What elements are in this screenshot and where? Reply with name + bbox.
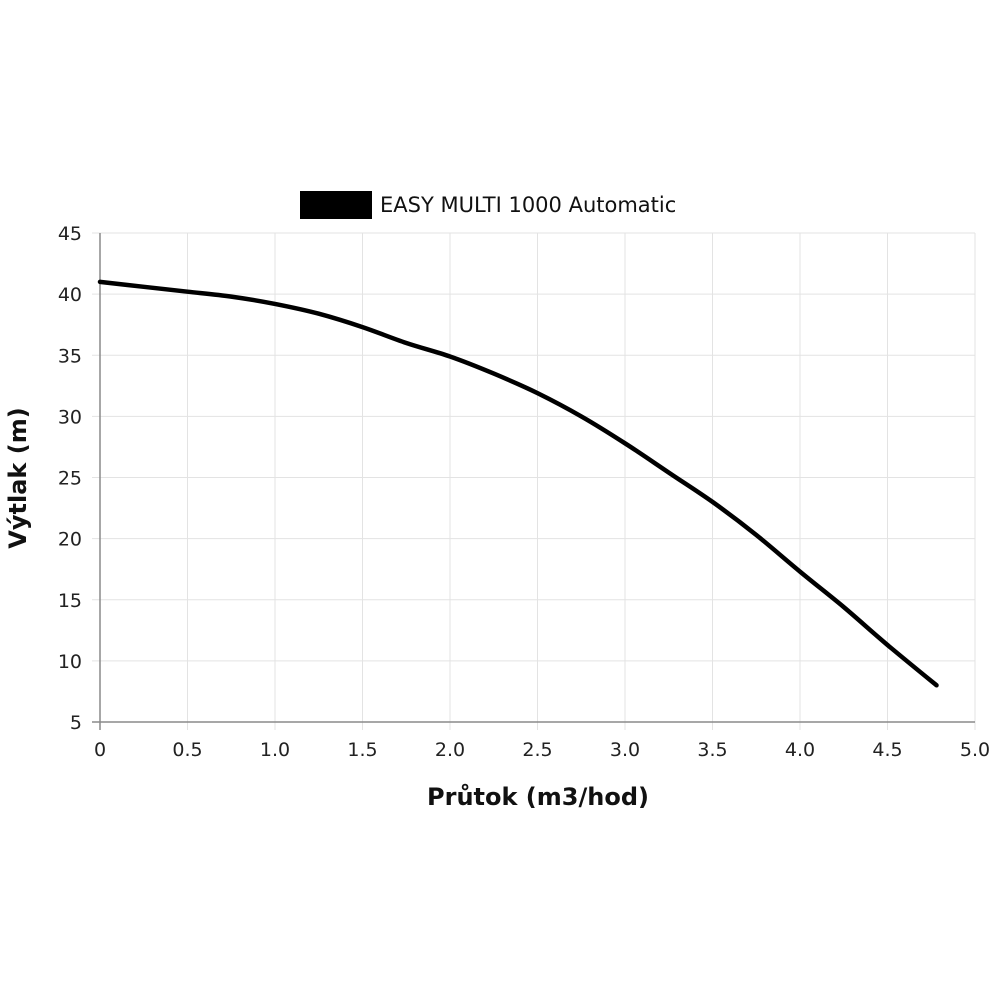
grid xyxy=(92,232,976,730)
x-tick-labels: 0 0.5 1.0 1.5 2.0 2.5 3.0 3.5 4.0 4.5 5.0 xyxy=(94,739,990,761)
legend-label: EASY MULTI 1000 Automatic xyxy=(380,193,676,217)
x-tick-label: 0 xyxy=(94,739,106,761)
y-tick-label: 35 xyxy=(58,345,82,367)
x-axis-title: Průtok (m3/hod) xyxy=(427,783,649,811)
legend-swatch xyxy=(300,191,372,219)
legend: EASY MULTI 1000 Automatic xyxy=(300,191,676,219)
x-tick-label: 3.5 xyxy=(697,739,727,761)
x-tick-label: 1.0 xyxy=(260,739,290,761)
x-tick-label: 3.0 xyxy=(610,739,640,761)
y-tick-label: 40 xyxy=(58,284,82,306)
y-tick-label: 20 xyxy=(58,529,82,551)
x-tick-label: 5.0 xyxy=(960,739,990,761)
y-tick-label: 10 xyxy=(58,651,82,673)
x-tick-label: 2.0 xyxy=(435,739,465,761)
y-tick-label: 30 xyxy=(58,406,82,428)
axes xyxy=(92,233,975,730)
y-tick-label: 15 xyxy=(58,590,82,612)
y-tick-labels: 5 10 15 20 25 30 35 40 45 xyxy=(58,223,82,734)
x-tick-label: 4.0 xyxy=(785,739,815,761)
series-line xyxy=(97,279,939,688)
series-layer xyxy=(97,279,939,688)
y-tick-label: 25 xyxy=(58,468,82,490)
y-tick-label: 45 xyxy=(58,223,82,245)
x-tick-label: 4.5 xyxy=(872,739,902,761)
y-axis-title: Výtlak (m) xyxy=(4,407,32,548)
y-tick-label: 5 xyxy=(70,712,82,734)
x-tick-label: 0.5 xyxy=(172,739,202,761)
x-tick-label: 1.5 xyxy=(347,739,377,761)
x-tick-label: 2.5 xyxy=(522,739,552,761)
